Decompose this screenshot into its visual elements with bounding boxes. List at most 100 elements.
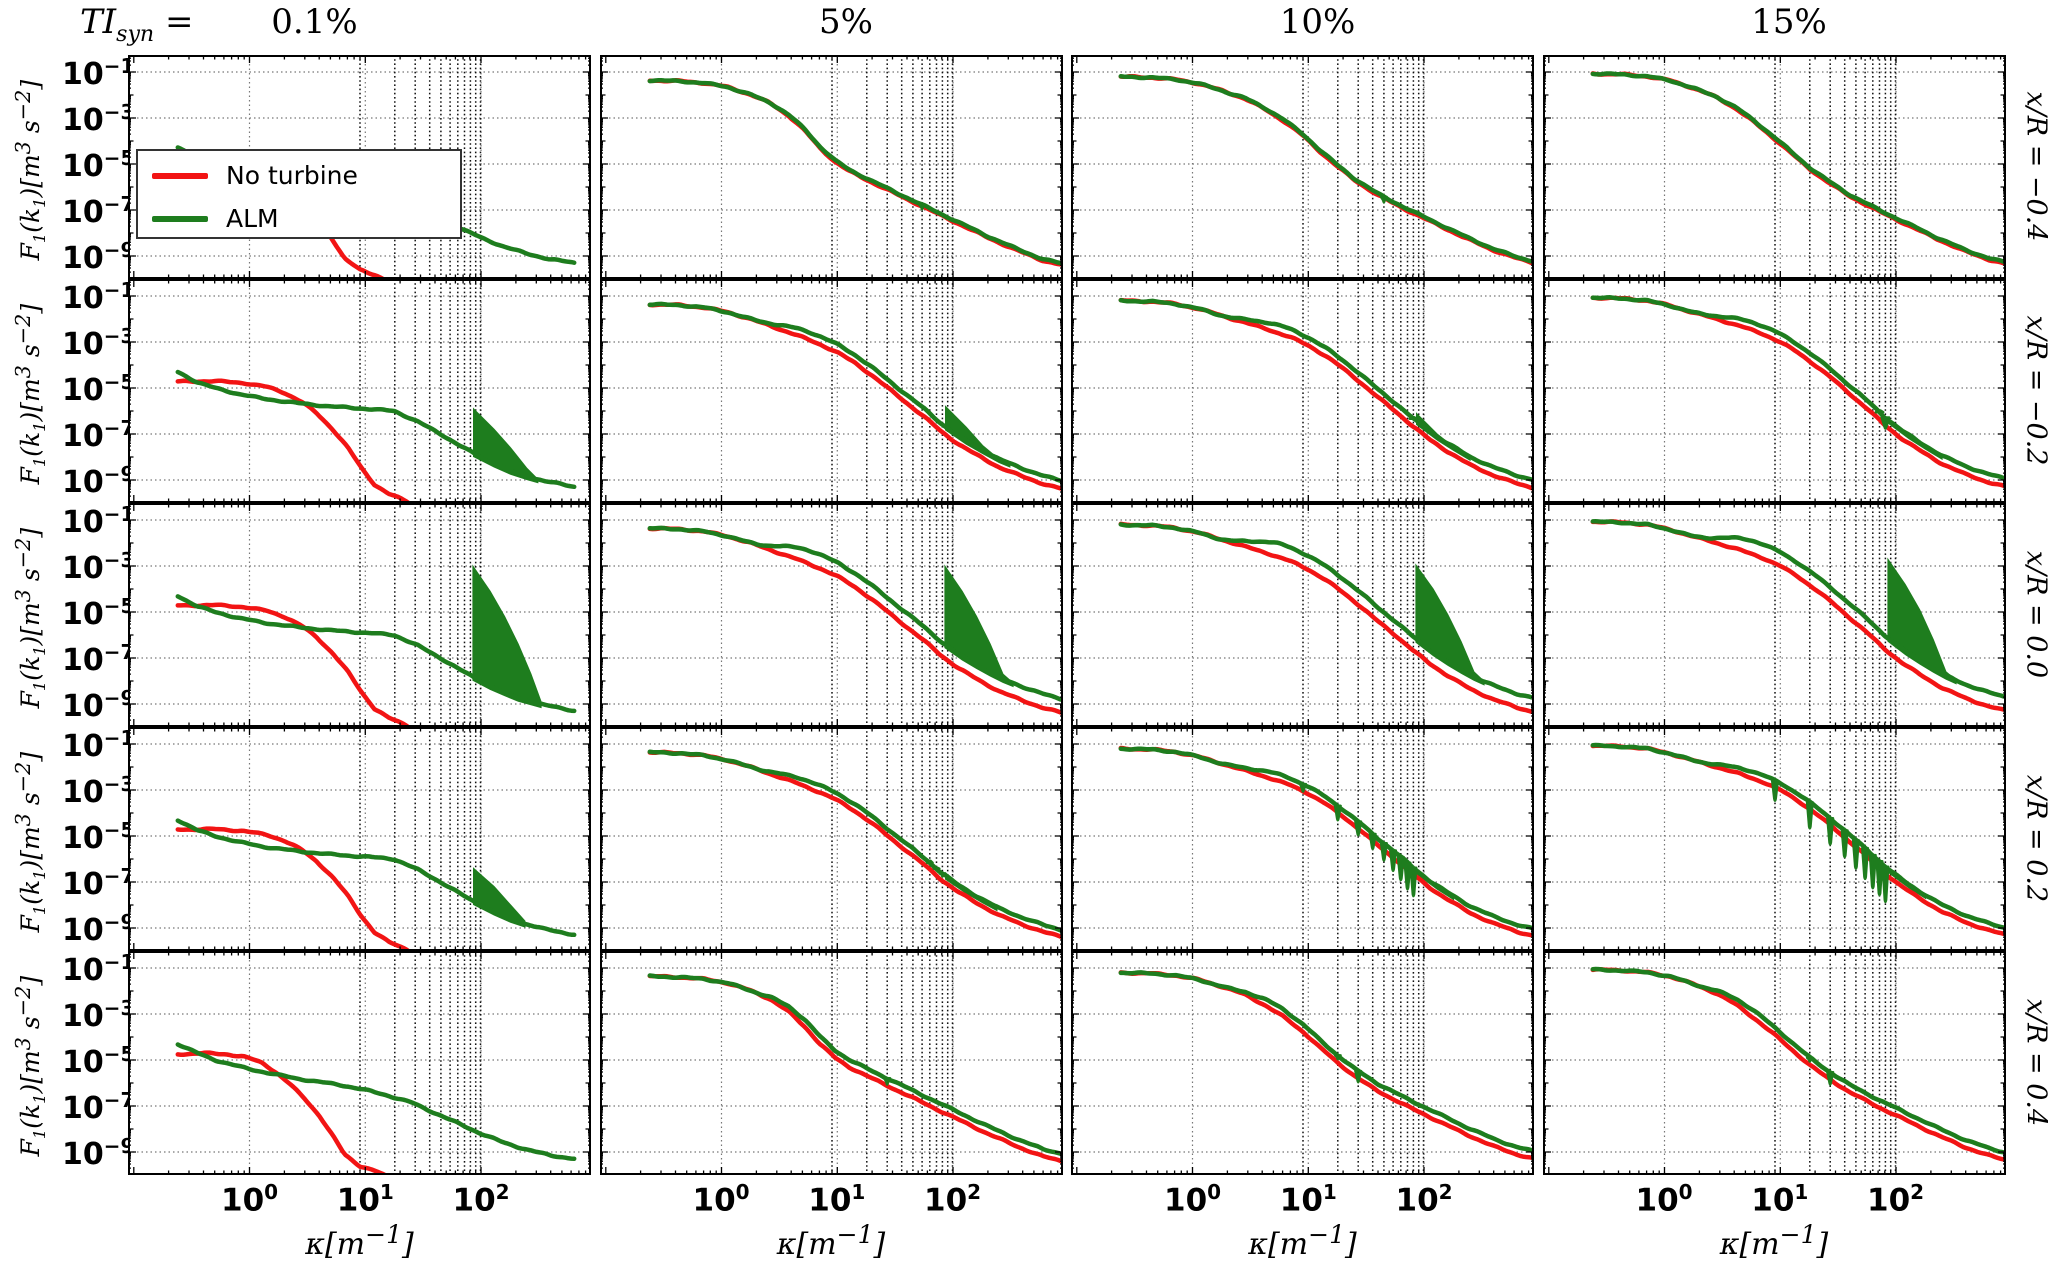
alm-harmonic-spikes [1874,409,1890,430]
y-tick-label: 10−5 [62,146,135,184]
alm-curve [1590,966,2006,1155]
row-label-xR: x/R = 0.4 [2020,998,2052,1127]
y-axis-label: F1(k1)[m3 s−2] [10,975,50,1157]
panel-border [1542,279,2006,503]
spectrum-panel-r1c2 [599,55,1063,279]
panel-border [599,55,1063,279]
x-tick-label: 100 [221,1180,279,1219]
alm-harmonic-spikes [925,859,946,878]
alm-harmonic-spikes [882,1077,891,1086]
alm-curve [647,301,1063,484]
legend-entry-no-turbine: No turbine [138,151,460,194]
panel-border [1542,727,2006,951]
alm-harmonic-spikes [1408,416,1419,421]
y-tick-label: 10−1 [62,54,135,93]
y-tick-label: 10−9 [62,462,135,500]
alm-curve [1590,742,2006,930]
spectrum-plot [1071,951,1534,1175]
alm-harmonic-spikes [1770,779,1889,904]
panel-border [128,55,591,279]
alm-curve [175,594,577,714]
rotor-harmonic-lines [1302,727,1425,951]
rotor-harmonic-lines [1773,503,1896,727]
spectrum-plot [599,55,1063,279]
y-tick-label: 10−7 [62,192,135,230]
y-tick-label: 10−9 [62,686,135,724]
spectrum-panel-r5c2 [599,951,1063,1175]
no-turbine-line-sample [152,172,208,179]
alm-curve [1590,71,2006,265]
alm-harmonic-band [473,867,526,928]
y-tick-label: 10−1 [62,950,135,989]
alm-curve [1118,970,1534,1153]
x-axis-label: κ[m−1] [1248,1220,1357,1262]
panel-border [1071,503,1534,727]
row-label-xR: x/R = −0.4 [2020,91,2052,242]
panel-border [599,727,1063,951]
rotor-harmonic-lines [1773,727,1896,951]
panel-border [1071,55,1534,279]
spectrum-plot [599,727,1063,951]
panel-border [599,951,1063,1175]
no-turbine-curve [1118,73,1534,266]
panel-border [1542,55,2006,279]
alm-curve [1590,295,2006,481]
y-tick-label: 10−7 [62,640,135,678]
spectrum-panel-r1c3 [1071,55,1534,279]
x-tick-label: 101 [1279,1180,1337,1219]
spectrum-panel-r2c2 [599,279,1063,503]
rotor-harmonic-lines [359,503,482,727]
spectrum-panel-r3c4 [1542,503,2006,727]
x-tick-label: 102 [1395,1180,1453,1219]
column-title-0.1pct: 0.1% [271,2,358,42]
spectrum-plot [599,951,1063,1175]
alm-curve [647,77,1063,266]
alm-curve [1118,297,1534,482]
alm-harmonic-band [472,564,542,709]
y-axis-label: F1(k1)[m3 s−2] [10,527,50,709]
alm-harmonic-spikes [1379,195,1388,204]
alm-curve [175,818,577,938]
alm-curve [175,1042,577,1161]
alm-curve [1118,746,1534,931]
legend-label: ALM [226,204,279,233]
y-tick-label: 10−3 [62,772,135,810]
no-turbine-curve [1590,519,2006,712]
y-tick-label: 10−3 [62,548,135,586]
panel-border [1542,951,2006,1175]
alm-curve [1590,519,2006,699]
x-axis-label: κ[m−1] [776,1220,886,1262]
spectrum-plot [599,503,1063,727]
spectrum-plot [128,727,591,951]
rotor-harmonic-lines [1302,951,1425,1175]
spectrum-panel-r4c3 [1071,727,1534,951]
y-tick-label: 10−5 [62,1042,135,1080]
spectrum-panel-r5c4 [1542,951,2006,1175]
alm-curve [1118,74,1534,264]
spectrum-panel-r2c1 [128,279,591,503]
y-tick-label: 10−7 [62,416,135,454]
y-axis-label: F1(k1)[m3 s−2] [10,303,50,485]
row-label-xR: x/R = 0.0 [2020,550,2052,679]
spectrum-plot [128,503,591,727]
rotor-harmonic-lines [1302,503,1425,727]
x-tick-label: 101 [1751,1180,1809,1219]
no-turbine-curve [647,525,1063,715]
figure-title-prefix: TIsyn = [80,2,194,47]
spectrum-panel-r2c3 [1071,279,1534,503]
spectrum-plot [1071,727,1534,951]
spectrum-panel-r4c2 [599,727,1063,951]
legend-entry-alm: ALM [138,194,460,237]
spectrum-panel-r4c4 [1542,727,2006,951]
spectrum-plot [1542,503,2006,727]
x-tick-label: 100 [1635,1180,1693,1219]
no-turbine-curve [175,1050,390,1175]
no-turbine-curve [1590,71,2006,266]
x-axis-label: κ[m−1] [1719,1220,1829,1262]
no-turbine-curve [175,378,413,503]
alm-harmonic-band [1415,563,1485,686]
alm-harmonic-spikes [1333,1054,1363,1084]
rotor-harmonic-lines [830,55,953,279]
rotor-harmonic-lines [359,727,482,951]
y-tick-label: 10−3 [62,100,135,138]
